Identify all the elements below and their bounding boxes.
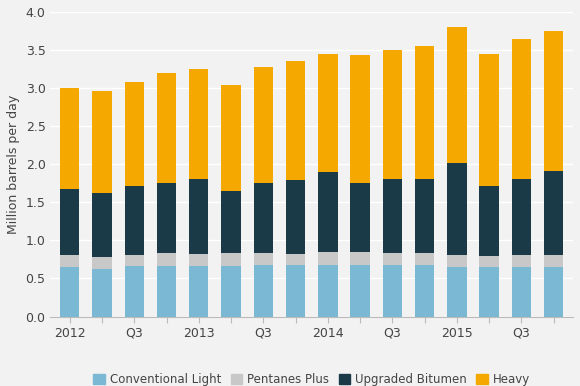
Bar [286,265,305,317]
Bar [157,73,176,183]
Bar [60,189,79,255]
Bar [512,179,531,255]
Bar [253,265,273,317]
Bar [253,252,273,265]
Bar [447,255,466,267]
Bar [480,267,499,317]
Bar [253,183,273,252]
Bar [125,82,144,186]
Bar [480,256,499,267]
Bar [415,252,434,265]
Bar [92,269,112,317]
Bar [383,179,402,252]
Bar [415,265,434,317]
Bar [253,67,273,183]
Bar [60,88,79,189]
Bar [286,180,305,254]
Bar [222,191,241,253]
Bar [383,252,402,265]
Bar [92,193,112,257]
Bar [125,255,144,266]
Bar [544,255,563,267]
Bar [318,54,338,172]
Bar [318,265,338,317]
Bar [318,172,338,252]
Bar [447,267,466,317]
Bar [350,183,370,252]
Y-axis label: Million barrels per day: Million barrels per day [7,95,20,234]
Bar [125,186,144,255]
Bar [286,254,305,265]
Bar [480,54,499,186]
Bar [415,179,434,252]
Bar [512,255,531,267]
Bar [157,253,176,266]
Bar [318,252,338,265]
Bar [189,179,208,254]
Bar [350,265,370,317]
Bar [512,39,531,179]
Bar [222,253,241,266]
Bar [544,267,563,317]
Bar [286,61,305,180]
Bar [544,31,563,171]
Bar [189,69,208,179]
Bar [383,50,402,179]
Bar [157,266,176,317]
Legend: Conventional Light, Pentanes Plus, Upgraded Bitumen, Heavy: Conventional Light, Pentanes Plus, Upgra… [89,368,535,386]
Bar [222,266,241,317]
Bar [92,257,112,269]
Bar [350,54,370,183]
Bar [92,91,112,193]
Bar [157,183,176,253]
Bar [60,255,79,267]
Bar [350,252,370,265]
Bar [125,266,144,317]
Bar [480,186,499,256]
Bar [60,267,79,317]
Bar [544,171,563,255]
Bar [447,27,466,163]
Bar [383,265,402,317]
Bar [447,163,466,255]
Bar [512,267,531,317]
Bar [415,46,434,179]
Bar [189,254,208,266]
Bar [222,85,241,191]
Bar [189,266,208,317]
